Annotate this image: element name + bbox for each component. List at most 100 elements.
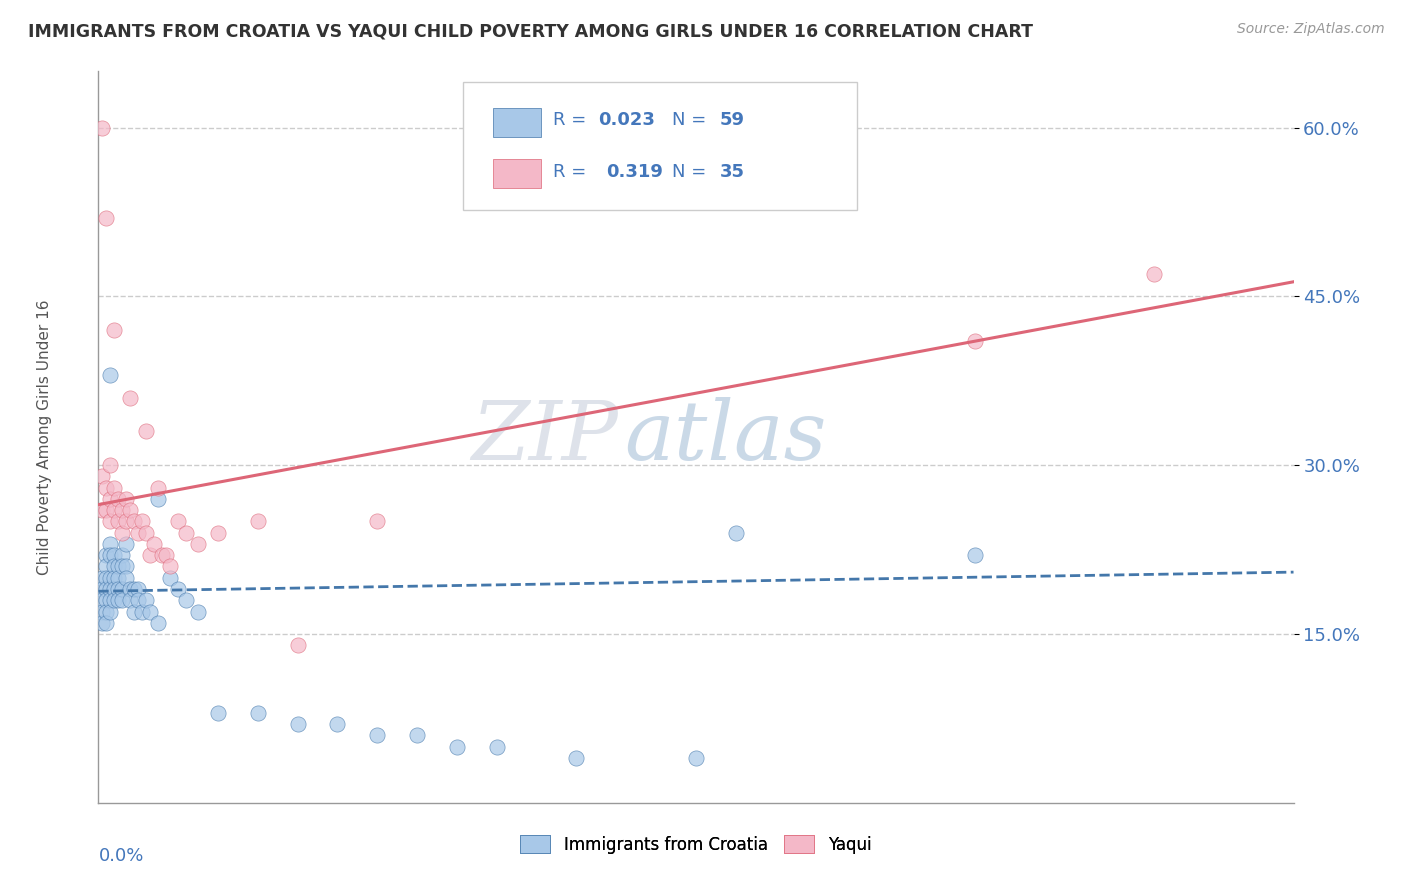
Point bbox=[963, 334, 986, 349]
Point bbox=[124, 605, 146, 619]
Point bbox=[207, 706, 229, 720]
FancyBboxPatch shape bbox=[494, 108, 541, 137]
Point bbox=[174, 525, 197, 540]
Point bbox=[96, 503, 118, 517]
Point bbox=[111, 593, 134, 607]
Point bbox=[406, 728, 429, 742]
Point bbox=[159, 559, 181, 574]
Point bbox=[1143, 267, 1166, 281]
Point bbox=[103, 582, 125, 596]
Point bbox=[98, 491, 122, 506]
Point bbox=[111, 559, 134, 574]
Point bbox=[98, 593, 122, 607]
Point bbox=[96, 615, 118, 630]
Point bbox=[287, 638, 309, 652]
Point bbox=[91, 503, 114, 517]
Point bbox=[98, 571, 122, 585]
Point bbox=[91, 469, 114, 483]
Point bbox=[120, 582, 142, 596]
Point bbox=[127, 582, 149, 596]
Point bbox=[91, 593, 114, 607]
FancyBboxPatch shape bbox=[463, 82, 858, 211]
Point bbox=[103, 481, 125, 495]
Point bbox=[446, 739, 468, 754]
Point bbox=[96, 571, 118, 585]
Point bbox=[120, 503, 142, 517]
Point bbox=[485, 739, 508, 754]
Point bbox=[167, 582, 190, 596]
Point bbox=[98, 582, 122, 596]
Text: R =: R = bbox=[553, 163, 598, 181]
Point bbox=[131, 515, 153, 529]
Point bbox=[91, 605, 114, 619]
Point bbox=[287, 717, 309, 731]
Point bbox=[167, 515, 190, 529]
Point bbox=[107, 582, 129, 596]
Point bbox=[148, 481, 170, 495]
Point bbox=[207, 525, 229, 540]
Point bbox=[96, 559, 118, 574]
Point bbox=[155, 548, 177, 562]
Point bbox=[187, 537, 209, 551]
Point bbox=[326, 717, 349, 731]
Point bbox=[143, 537, 166, 551]
Text: R =: R = bbox=[553, 112, 592, 129]
Point bbox=[111, 548, 134, 562]
Point bbox=[103, 571, 125, 585]
Point bbox=[115, 491, 138, 506]
Point bbox=[96, 481, 118, 495]
Point bbox=[115, 571, 138, 585]
Text: 59: 59 bbox=[720, 112, 745, 129]
Point bbox=[96, 593, 118, 607]
Point bbox=[724, 525, 747, 540]
Point bbox=[115, 559, 138, 574]
Point bbox=[366, 515, 388, 529]
Point bbox=[127, 593, 149, 607]
Point bbox=[135, 525, 157, 540]
Point bbox=[98, 548, 122, 562]
Point bbox=[98, 515, 122, 529]
Point bbox=[187, 605, 209, 619]
Point bbox=[127, 525, 149, 540]
Point bbox=[131, 605, 153, 619]
Legend: Immigrants from Croatia, Yaqui: Immigrants from Croatia, Yaqui bbox=[513, 829, 879, 860]
Point bbox=[685, 751, 707, 765]
Text: N =: N = bbox=[672, 112, 711, 129]
Text: Source: ZipAtlas.com: Source: ZipAtlas.com bbox=[1237, 22, 1385, 37]
Point bbox=[148, 615, 170, 630]
Point bbox=[103, 503, 125, 517]
Point bbox=[96, 605, 118, 619]
Text: N =: N = bbox=[672, 163, 711, 181]
Point bbox=[124, 582, 146, 596]
Point bbox=[98, 537, 122, 551]
Point bbox=[159, 571, 181, 585]
Text: Child Poverty Among Girls Under 16: Child Poverty Among Girls Under 16 bbox=[37, 300, 52, 574]
Text: 0.023: 0.023 bbox=[598, 112, 655, 129]
Text: IMMIGRANTS FROM CROATIA VS YAQUI CHILD POVERTY AMONG GIRLS UNDER 16 CORRELATION : IMMIGRANTS FROM CROATIA VS YAQUI CHILD P… bbox=[28, 22, 1033, 40]
Point bbox=[96, 548, 118, 562]
Point bbox=[96, 582, 118, 596]
Point bbox=[565, 751, 588, 765]
Point bbox=[91, 571, 114, 585]
Point bbox=[135, 425, 157, 439]
Text: 0.0%: 0.0% bbox=[98, 847, 143, 864]
Point bbox=[107, 559, 129, 574]
Point bbox=[103, 593, 125, 607]
Text: ZIP: ZIP bbox=[471, 397, 619, 477]
Point bbox=[103, 559, 125, 574]
Point bbox=[963, 548, 986, 562]
Text: atlas: atlas bbox=[624, 397, 827, 477]
Point bbox=[124, 515, 146, 529]
Point bbox=[107, 593, 129, 607]
Point bbox=[111, 503, 134, 517]
Point bbox=[98, 458, 122, 473]
FancyBboxPatch shape bbox=[494, 159, 541, 188]
Point bbox=[366, 728, 388, 742]
Point bbox=[150, 548, 173, 562]
Point bbox=[115, 515, 138, 529]
Point bbox=[98, 605, 122, 619]
Point bbox=[107, 571, 129, 585]
Point bbox=[139, 605, 162, 619]
Point bbox=[91, 120, 114, 135]
Point bbox=[103, 548, 125, 562]
